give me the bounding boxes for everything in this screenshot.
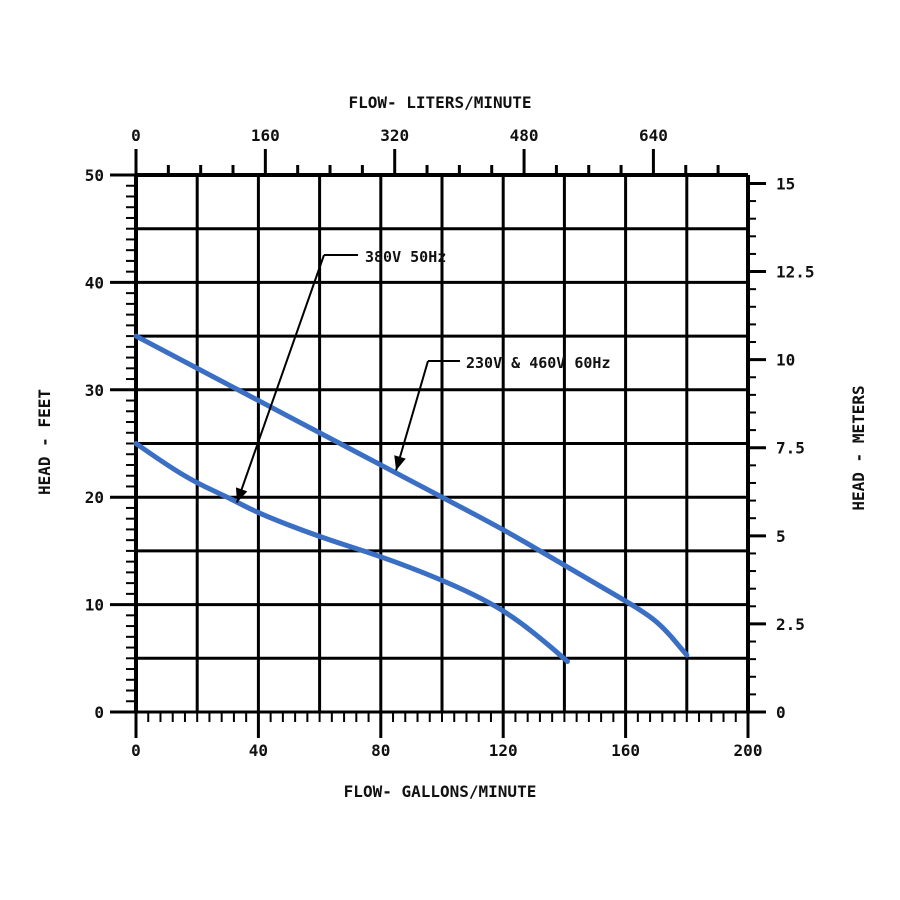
x-tick-label: 120 xyxy=(489,741,518,760)
x2-tick-label: 320 xyxy=(380,126,409,145)
arrow-380v-50hz-leader xyxy=(236,254,325,503)
y-tick-label: 0 xyxy=(94,703,104,722)
x2-tick-label: 480 xyxy=(510,126,539,145)
arrow-380v-50hz-arrowhead xyxy=(235,487,248,503)
series-line-230v-460v-60hz xyxy=(133,333,690,658)
y2-tick-label: 15 xyxy=(776,174,795,193)
tick-labels: 0 40 80 120 160 200 0 160 320 480 640 0 10 20 30 40 50 0 2… xyxy=(85,126,815,760)
y2-axis-title: HEAD - METERS xyxy=(849,385,868,510)
minor-ticks xyxy=(110,149,766,738)
arrow-230v-460v-60hz-arrowhead xyxy=(394,455,406,471)
series-line-380v-50hz xyxy=(133,441,570,665)
label-230v-460v-60hz: 230V & 460V 60Hz xyxy=(466,354,611,372)
y-tick-label: 30 xyxy=(85,381,104,400)
x2-tick-label: 160 xyxy=(251,126,280,145)
x-axis-title: FLOW- GALLONS/MINUTE xyxy=(344,782,537,801)
x-tick-label: 200 xyxy=(734,741,763,760)
y2-tick-label: 0 xyxy=(776,703,786,722)
y-tick-label: 10 xyxy=(85,596,104,615)
annotations: 380V 50Hz 230V & 460V 60Hz xyxy=(235,248,611,503)
arrow-230v-460v-60hz-leader xyxy=(395,360,429,471)
x2-axis-title: FLOW- LITERS/MINUTE xyxy=(348,93,531,112)
x-tick-label: 0 xyxy=(131,741,141,760)
y2-tick-label: 7.5 xyxy=(776,439,805,458)
y-tick-label: 20 xyxy=(85,488,104,507)
x-tick-label: 40 xyxy=(249,741,268,760)
y2-tick-label: 2.5 xyxy=(776,615,805,634)
y-tick-label: 50 xyxy=(85,166,104,185)
y-tick-label: 40 xyxy=(85,273,104,292)
x-tick-label: 80 xyxy=(371,741,390,760)
y2-tick-label: 12.5 xyxy=(776,263,815,282)
y2-tick-label: 10 xyxy=(776,351,795,370)
label-380v-50hz: 380V 50Hz xyxy=(365,248,446,266)
x2-tick-label: 0 xyxy=(131,126,141,145)
y-axis-title: HEAD - FEET xyxy=(35,389,54,495)
y2-tick-label: 5 xyxy=(776,527,786,546)
x-tick-label: 160 xyxy=(611,741,640,760)
x2-tick-label: 640 xyxy=(639,126,668,145)
series-layer xyxy=(133,333,690,665)
